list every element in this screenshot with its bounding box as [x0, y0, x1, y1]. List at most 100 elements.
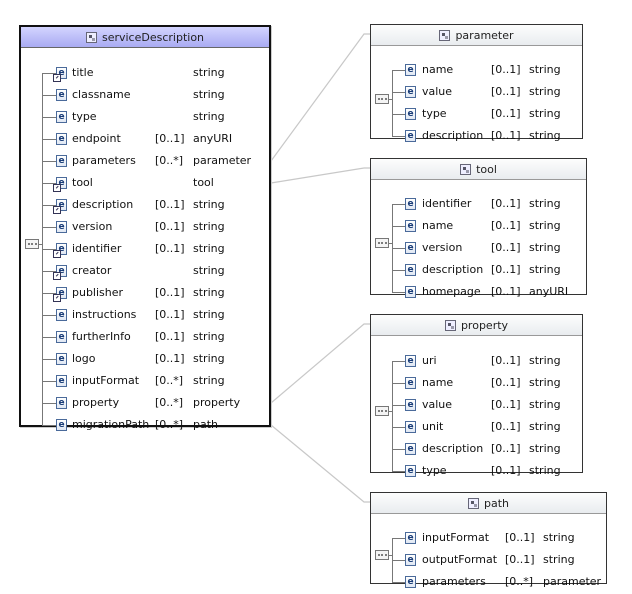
element-icon: e — [56, 397, 67, 409]
element-cardinality: [0..1] — [155, 132, 185, 145]
element-row-value[interactable]: e value [0..1] string — [371, 81, 582, 103]
element-row-description[interactable]: e description [0..1] string — [371, 125, 582, 147]
element-type: anyURI — [193, 132, 233, 145]
row-connector — [42, 425, 56, 426]
element-icon: e — [56, 221, 67, 233]
sequence-icon[interactable] — [25, 239, 39, 249]
element-name: uri — [422, 354, 437, 367]
element-row-name[interactable]: e name [0..1] string — [371, 59, 582, 81]
element-row-outputformat[interactable]: e outputFormat [0..1] string — [371, 549, 606, 571]
element-row-identifier[interactable]: e identifier [0..1] string — [21, 238, 269, 260]
element-row-parameters[interactable]: e parameters [0..*] parameter — [371, 571, 606, 593]
element-cardinality: [0..*] — [505, 575, 534, 588]
element-row-description[interactable]: e description [0..1] string — [21, 194, 269, 216]
element-row-unit[interactable]: e unit [0..1] string — [371, 416, 582, 438]
sequence-icon[interactable] — [375, 94, 389, 104]
element-row-description[interactable]: e description [0..1] string — [371, 438, 582, 460]
element-type: string — [529, 107, 561, 120]
element-row-identifier[interactable]: e identifier [0..1] string — [371, 193, 586, 215]
element-row-title[interactable]: e title string — [21, 62, 269, 84]
element-row-inputformat[interactable]: e inputFormat [0..*] string — [21, 370, 269, 392]
element-row-inputformat[interactable]: e inputFormat [0..1] string — [371, 527, 606, 549]
element-name: version — [72, 220, 113, 233]
row-connector — [392, 538, 405, 539]
element-type: string — [529, 63, 561, 76]
tree-connector-stub — [389, 555, 392, 556]
box-header: property — [371, 315, 582, 336]
sequence-icon[interactable] — [375, 550, 389, 560]
element-name: description — [72, 198, 134, 211]
element-icon: e — [405, 377, 416, 389]
property-box: property e uri [0..1] string e name [0..1] stri… — [370, 314, 583, 477]
element-row-logo[interactable]: e logo [0..1] string — [21, 348, 269, 370]
element-cardinality: [0..1] — [491, 263, 521, 276]
element-cardinality: [0..1] — [491, 107, 521, 120]
box-title: property — [460, 318, 509, 332]
element-row-homepage[interactable]: e homepage [0..1] anyURI — [371, 281, 586, 303]
box-title: parameter — [455, 28, 514, 42]
element-icon: e — [56, 309, 67, 321]
element-name: title — [72, 66, 94, 79]
element-name: name — [422, 376, 454, 389]
sequence-icon[interactable] — [375, 406, 389, 416]
sequence-icon[interactable] — [375, 238, 389, 248]
element-icon: e — [405, 220, 416, 232]
element-cardinality: [0..1] — [155, 330, 185, 343]
element-name: name — [422, 63, 454, 76]
element-cardinality: [0..1] — [505, 531, 535, 544]
element-type: string — [193, 110, 225, 123]
parameter-box: parameter e name [0..1] string e value [0..1] s… — [370, 24, 583, 142]
element-row-description[interactable]: e description [0..1] string — [371, 259, 586, 281]
element-icon: e — [53, 243, 67, 258]
element-row-furtherinfo[interactable]: e furtherInfo [0..1] string — [21, 326, 269, 348]
row-connector — [42, 249, 56, 250]
row-connector — [42, 403, 56, 404]
element-name: inputFormat — [422, 531, 490, 544]
path-box: path e inputFormat [0..1] string e outputForm… — [370, 492, 607, 588]
element-name: name — [422, 219, 454, 232]
type-link-tool — [267, 167, 370, 184]
row-connector — [392, 136, 405, 137]
element-name: instructions — [72, 308, 137, 321]
element-type: string — [529, 129, 561, 142]
element-row-version[interactable]: e version [0..1] string — [21, 216, 269, 238]
element-type: string — [193, 352, 225, 365]
element-row-name[interactable]: e name [0..1] string — [371, 372, 582, 394]
element-row-classname[interactable]: e classname string — [21, 84, 269, 106]
box-title: path — [483, 496, 509, 510]
element-name: identifier — [422, 197, 472, 210]
element-row-type[interactable]: e type [0..1] string — [371, 103, 582, 125]
element-row-creator[interactable]: e creator string — [21, 260, 269, 282]
element-icon: e — [405, 399, 416, 411]
element-icon: e — [405, 465, 416, 477]
complex-type-icon — [444, 319, 456, 331]
row-connector — [392, 471, 405, 472]
element-cardinality: [0..1] — [491, 442, 521, 455]
element-row-type[interactable]: e type string — [21, 106, 269, 128]
element-name: unit — [422, 420, 444, 433]
element-icon: e — [53, 287, 67, 302]
element-row-type[interactable]: e type [0..1] string — [371, 460, 582, 482]
type-link-parameter — [267, 33, 370, 162]
element-row-publisher[interactable]: e publisher [0..1] string — [21, 282, 269, 304]
element-row-uri[interactable]: e uri [0..1] string — [371, 350, 582, 372]
element-type: string — [529, 464, 561, 477]
element-row-migrationpath[interactable]: e migrationPath [0..*] path — [21, 414, 269, 436]
element-icon: e — [405, 64, 416, 76]
element-type: string — [529, 442, 561, 455]
element-row-version[interactable]: e version [0..1] string — [371, 237, 586, 259]
row-connector — [392, 226, 405, 227]
row-connector — [392, 560, 405, 561]
element-row-value[interactable]: e value [0..1] string — [371, 394, 582, 416]
tree-connector-stub — [389, 243, 392, 244]
type-link-path — [267, 424, 370, 503]
element-icon: e — [53, 199, 67, 214]
element-row-name[interactable]: e name [0..1] string — [371, 215, 586, 237]
element-row-parameters[interactable]: e parameters [0..*] parameter — [21, 150, 269, 172]
element-row-tool[interactable]: e tool tool — [21, 172, 269, 194]
element-row-endpoint[interactable]: e endpoint [0..1] anyURI — [21, 128, 269, 150]
element-row-property[interactable]: e property [0..*] property — [21, 392, 269, 414]
service-description-box: serviceDescription e title string e classnam… — [19, 25, 271, 431]
element-name: property — [72, 396, 120, 409]
element-row-instructions[interactable]: e instructions [0..1] string — [21, 304, 269, 326]
